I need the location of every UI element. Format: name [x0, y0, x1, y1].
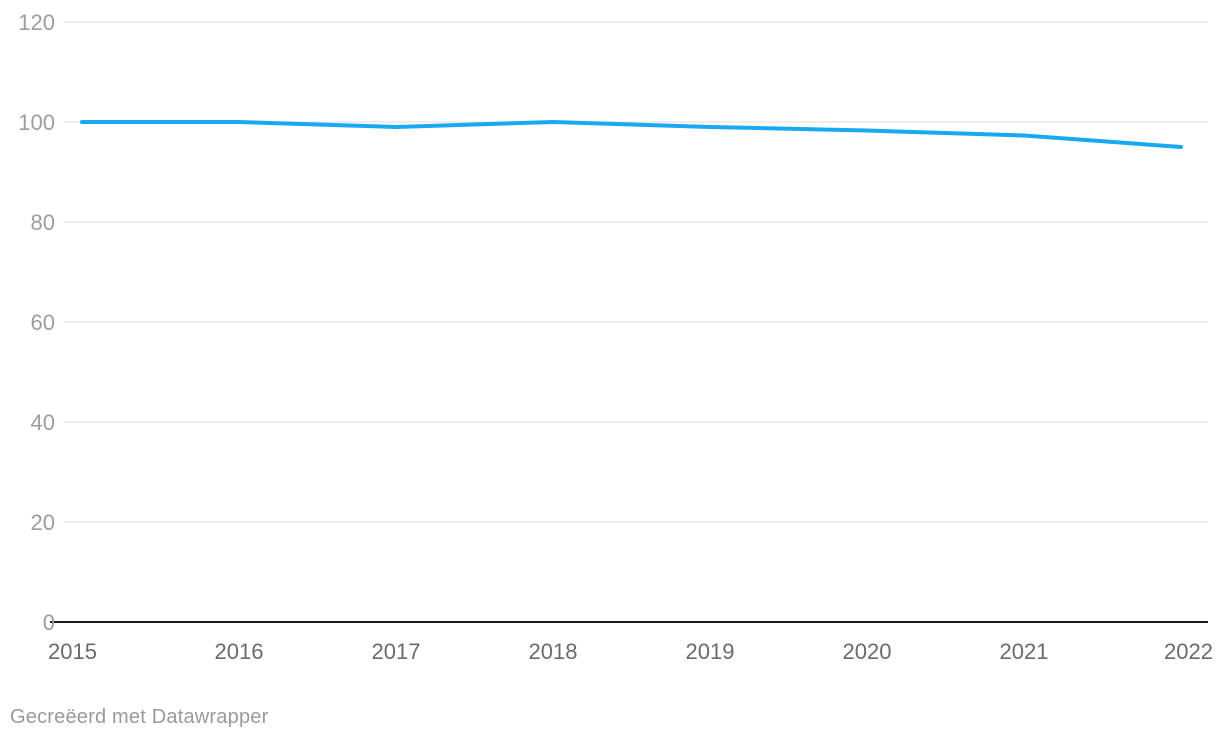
- line-chart-canvas: 0 20 40 60 80 100 120 2015 2016 2017 2018 2019 2020 2…: [18, 10, 1213, 664]
- y-tick-label: 80: [31, 210, 55, 235]
- x-tick-label: 2017: [372, 639, 421, 664]
- y-tick-label: 40: [31, 410, 55, 435]
- y-tick-label: 0: [43, 610, 55, 635]
- x-tick-label: 2022: [1164, 639, 1213, 664]
- x-tick-label: 2018: [529, 639, 578, 664]
- y-tick-label: 120: [18, 10, 55, 35]
- y-tick-label: 20: [31, 510, 55, 535]
- x-tick-label: 2021: [1000, 639, 1049, 664]
- y-tick-label: 60: [31, 310, 55, 335]
- x-tick-label: 2019: [686, 639, 735, 664]
- x-tick-label: 2015: [48, 639, 97, 664]
- x-tick-label: 2016: [215, 639, 264, 664]
- attribution-text: Gecreëerd met Datawrapper: [10, 706, 269, 728]
- y-tick-label: 100: [18, 110, 55, 135]
- data-line: [80, 120, 1183, 149]
- x-tick-label: 2020: [843, 639, 892, 664]
